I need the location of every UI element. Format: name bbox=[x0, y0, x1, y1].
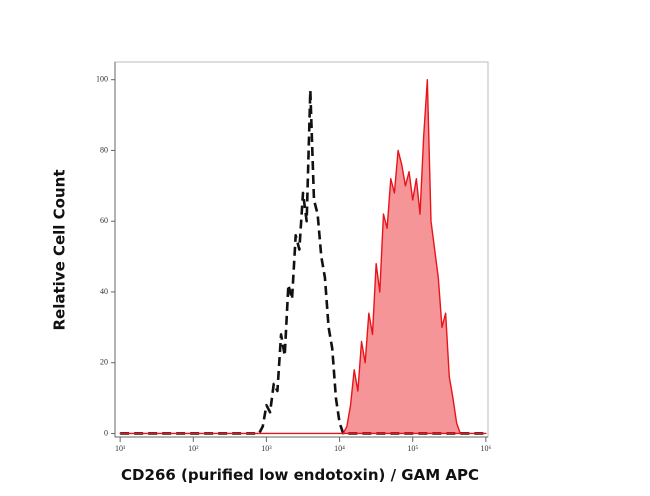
x-tick-label: 10¹ bbox=[115, 444, 126, 453]
x-tick-label: 10⁴ bbox=[334, 444, 345, 453]
x-tick-label: 10⁶ bbox=[480, 444, 491, 453]
y-tick-label: 60 bbox=[100, 216, 108, 225]
y-tick-label: 40 bbox=[100, 287, 108, 296]
x-tick-label: 10⁵ bbox=[407, 444, 418, 453]
y-tick-label: 20 bbox=[100, 358, 108, 367]
x-tick-label: 10³ bbox=[261, 444, 272, 453]
y-tick-label: 100 bbox=[96, 75, 108, 84]
x-tick-label: 10² bbox=[188, 444, 199, 453]
histogram-area bbox=[119, 78, 487, 435]
y-axis-label: Relative Cell Count bbox=[51, 169, 69, 330]
y-tick-label: 0 bbox=[104, 428, 108, 437]
x-axis-label: CD266 (purified low endotoxin) / GAM APC bbox=[121, 466, 479, 484]
y-tick-label: 80 bbox=[100, 145, 108, 154]
histogram-line bbox=[120, 89, 486, 435]
